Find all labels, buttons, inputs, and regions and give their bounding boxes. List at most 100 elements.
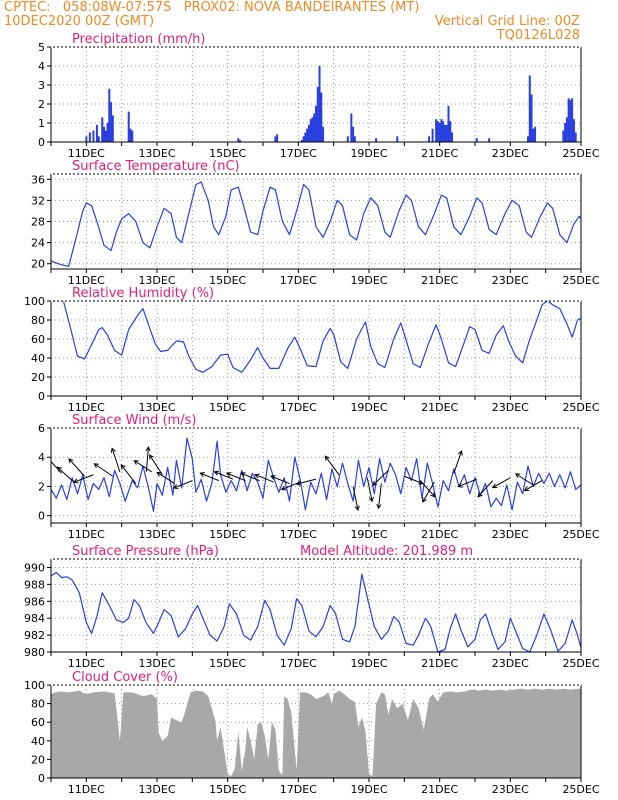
x-tick-label: 13DEC (138, 657, 175, 670)
precip-bar (315, 105, 317, 142)
precip-bar (530, 94, 533, 142)
precip-bar (306, 128, 309, 142)
precip-bar (350, 113, 353, 142)
wind-arrow (145, 446, 151, 472)
cloud-cover-title: Cloud Cover (%) (72, 670, 178, 685)
x-tick-label: 25DEC (562, 147, 599, 160)
wind-arrow (514, 473, 534, 486)
cloud-cover-marks (51, 688, 581, 778)
y-tick-label: 100 (24, 295, 45, 308)
y-tick-label: 990 (24, 561, 45, 574)
precip-bar (129, 128, 132, 142)
cloud-cover-panel: 0 20 40 60 80 100 11DEC 13DEC 15DEC 17DEC 19DEC 21D… (24, 670, 600, 796)
precip-bar (110, 102, 113, 142)
x-tick-label: 17DEC (280, 401, 317, 414)
temperature-marks (51, 181, 581, 267)
precip-bar (346, 136, 349, 142)
wind-arrow (72, 474, 94, 484)
wind-frame (50, 427, 582, 524)
wind-arrow (172, 480, 193, 490)
precip-bar (574, 132, 577, 142)
y-tick-label: 40 (31, 352, 45, 365)
wind-arrow (51, 460, 62, 474)
wind-arrow (270, 475, 290, 485)
wind-arrow (68, 458, 85, 477)
header-date-line: 10DEC2020 00Z (GMT) (4, 14, 155, 29)
x-tick-label: 25DEC (562, 783, 599, 796)
precip-bar (534, 126, 537, 142)
precip-bar (88, 132, 91, 142)
precip-bar (316, 86, 319, 142)
precip-bar (352, 126, 355, 142)
precip-bar (239, 140, 242, 142)
precipitation-title: Precipitation (mm/h) (72, 32, 205, 47)
precip-bar (103, 126, 105, 142)
precip-bar (449, 121, 452, 142)
precip-bar (440, 119, 443, 142)
precip-bar (567, 98, 570, 142)
x-tick-label: 11DEC (68, 528, 105, 541)
x-tick-label: 19DEC (350, 528, 387, 541)
y-tick-label: 80 (31, 698, 45, 711)
precip-bar (375, 138, 378, 142)
y-tick-label: 2 (38, 480, 45, 493)
x-tick-label: 25DEC (562, 274, 599, 287)
precip-bar (131, 130, 134, 142)
wind-arrow (93, 463, 114, 477)
x-tick-label: 23DEC (492, 147, 529, 160)
y-tick-label: 0 (38, 390, 45, 403)
wind-arrow (120, 464, 137, 484)
pressure-frame (50, 558, 582, 653)
y-tick-label: 80 (31, 314, 45, 327)
precip-bar (435, 119, 438, 142)
precip-bar (85, 136, 88, 142)
y-tick-label: 60 (31, 333, 45, 346)
x-tick-label: 19DEC (350, 147, 387, 160)
precip-bar (443, 124, 446, 142)
y-tick-label: 24 (31, 237, 45, 250)
precip-bar (564, 123, 567, 142)
precip-bar (304, 132, 307, 142)
x-tick-label: 15DEC (209, 783, 246, 796)
x-tick-label: 23DEC (492, 401, 529, 414)
x-tick-label: 19DEC (350, 274, 387, 287)
x-tick-label: 19DEC (350, 657, 387, 670)
x-tick-label: 13DEC (138, 401, 175, 414)
precip-bar (318, 66, 321, 142)
precip-bar (111, 115, 114, 142)
y-tick-label: 5 (38, 41, 45, 54)
wind-arrow (56, 466, 75, 483)
wind-panel: 0 2 4 6 11DEC 13DEC 15DEC 17DEC 19DEC 21DEC 23DEC 2… (38, 413, 600, 541)
x-tick-label: 21DEC (421, 401, 458, 414)
precip-bar (565, 117, 568, 142)
y-tick-label: 20 (31, 371, 45, 384)
x-tick-label: 15DEC (209, 147, 246, 160)
x-tick-label: 17DEC (280, 147, 317, 160)
wind-arrow (366, 477, 374, 503)
y-tick-label: 4 (38, 60, 45, 73)
precip-bar (237, 138, 240, 142)
model-altitude-label: Model Altitude: 201.989 m (300, 544, 473, 559)
y-tick-label: 0 (38, 772, 45, 785)
header-location-line: CPTEC: 058:08W-07:57S PROX02: NOVA BANDE… (4, 0, 420, 15)
x-tick-label: 23DEC (492, 657, 529, 670)
precip-bar (320, 92, 323, 142)
wind-arrow (422, 481, 435, 503)
precip-bar (527, 136, 529, 142)
temperature-title: Surface Temperature (nC) (72, 159, 240, 174)
precip-bar (431, 128, 434, 142)
precip-bar (276, 134, 279, 142)
precip-bar (101, 117, 104, 142)
precip-bar (311, 117, 314, 142)
y-tick-label: 36 (31, 173, 45, 186)
precip-bar (488, 138, 491, 142)
y-tick-label: 40 (31, 735, 45, 748)
wind-arrow (225, 472, 246, 482)
x-tick-label: 21DEC (421, 528, 458, 541)
humidity-title: Relative Humidity (%) (72, 286, 214, 301)
x-tick-label: 13DEC (138, 528, 175, 541)
x-tick-label: 13DEC (138, 274, 175, 287)
precip-bar (104, 130, 107, 142)
wind-arrow (523, 480, 543, 492)
